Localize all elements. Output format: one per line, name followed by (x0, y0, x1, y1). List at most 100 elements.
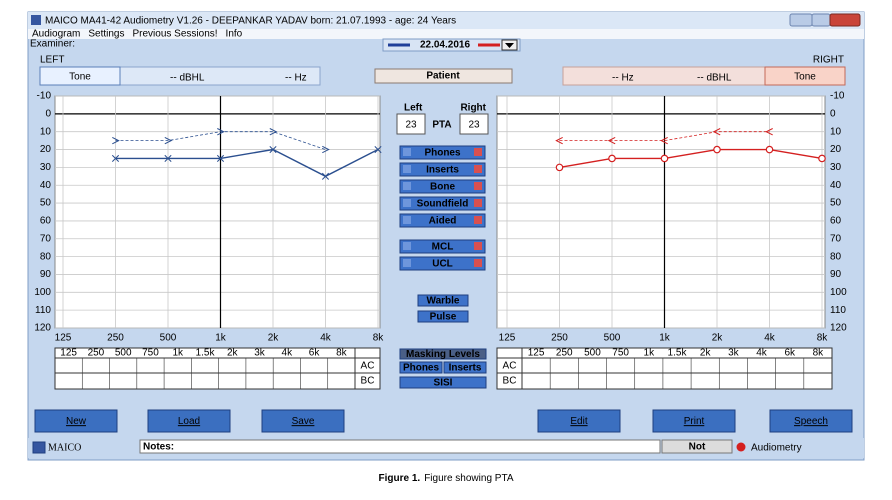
table-header: 3k (728, 348, 740, 359)
y-tick-label: 30 (40, 162, 52, 173)
table-header: 4k (282, 348, 294, 359)
threshold-line (559, 131, 770, 142)
state-indicator (736, 442, 746, 452)
maximize-button[interactable] (811, 13, 831, 27)
comfort-button[interactable] (399, 239, 486, 254)
patient-label: Patient (426, 71, 460, 82)
plot-area (54, 95, 381, 329)
threshold-marker (217, 128, 225, 136)
x-tick-label: 250 (107, 333, 124, 344)
table-row-label: AC (503, 361, 517, 372)
action-button[interactable] (652, 409, 736, 433)
table-row-label: AC (361, 361, 375, 372)
menu-item: Audiogram (32, 29, 80, 40)
table-header: 125 (60, 348, 77, 359)
right-tone: Tone (794, 72, 816, 83)
threshold-marker (765, 145, 774, 154)
masking-button[interactable] (399, 361, 443, 374)
pta-left-box (396, 113, 426, 135)
action-button[interactable] (261, 409, 345, 433)
action-button[interactable] (537, 409, 621, 433)
threshold-marker (607, 136, 616, 145)
left-freq: -- Hz (285, 73, 307, 84)
table-header: 500 (584, 348, 601, 359)
transducer-button-label: Inserts (426, 165, 459, 176)
sisi-button[interactable] (399, 376, 487, 389)
x-tick-label: 250 (551, 333, 568, 344)
table-header: 1.5k (196, 348, 216, 359)
stimulus-button-label: Warble (427, 296, 460, 307)
y-tick-label: 80 (40, 251, 52, 262)
left-icon (403, 148, 411, 156)
y-tick-label: 50 (40, 198, 52, 209)
left-level: -- dBHL (170, 73, 205, 84)
menu-item: Previous Sessions! (133, 29, 218, 40)
table-header: 250 (88, 348, 105, 359)
action-button[interactable] (34, 409, 118, 433)
action-button[interactable] (147, 409, 231, 433)
threshold-marker (164, 136, 173, 145)
table-header: 250 (556, 348, 573, 359)
x-tick-label: 125 (55, 333, 72, 344)
table-row-label: BC (361, 376, 375, 387)
y-tick-label: 120 (34, 323, 51, 334)
y-tick-label: 0 (45, 108, 51, 119)
comfort-button[interactable] (399, 256, 486, 271)
plot-area (496, 95, 826, 329)
action-button[interactable] (769, 409, 853, 433)
right-icon (474, 182, 482, 190)
transducer-button[interactable] (399, 196, 486, 211)
threshold-marker (555, 136, 563, 145)
window-title: MAICO MA41-42 Audiometry V1.26 - DEEPANK… (45, 16, 456, 27)
masking-button[interactable] (443, 361, 487, 374)
left-icon (403, 182, 411, 190)
minimize-button[interactable] (789, 13, 813, 27)
close-button[interactable] (829, 13, 861, 27)
x-tick-label: 1k (215, 333, 227, 344)
y-tick-label: 10 (830, 126, 842, 137)
table-header: 3k (254, 348, 266, 359)
masking-levels-label: Masking Levels (406, 349, 480, 360)
transducer-button-label: Soundfield (417, 199, 469, 210)
pta-left-label: Left (404, 103, 423, 114)
threshold-marker (216, 154, 225, 163)
table-header: 2k (227, 348, 239, 359)
x-tick-label: 1k (659, 333, 671, 344)
table-header: 750 (612, 348, 629, 359)
threshold-marker (555, 163, 564, 172)
transducer-button[interactable] (399, 145, 486, 160)
y-tick-label: 100 (830, 287, 847, 298)
stimulus-button-label: Pulse (430, 312, 457, 323)
threshold-marker (818, 154, 826, 163)
left-icon (403, 165, 411, 173)
masking-button-label: Inserts (449, 363, 482, 374)
table-header: 8k (336, 348, 348, 359)
transducer-button-label: Aided (429, 216, 457, 227)
notes-label: Notes: (143, 442, 174, 453)
y-tick-label: 40 (830, 180, 842, 191)
transducer-button[interactable] (399, 179, 486, 194)
threshold-marker (112, 136, 120, 145)
brand-logo: MAICO (48, 442, 81, 453)
right-tone-box[interactable] (764, 66, 846, 86)
stimulus-button[interactable] (417, 294, 469, 307)
y-tick-label: 110 (35, 305, 51, 316)
pta-left-value: 23 (405, 120, 417, 131)
patient-box (374, 68, 513, 84)
y-tick-label: 0 (830, 108, 836, 119)
action-button-label: Save (292, 416, 315, 427)
date-selector[interactable] (382, 38, 521, 52)
left-icon (403, 242, 411, 250)
figure-caption: Figure 1. Figure showing PTA (379, 473, 514, 484)
transducer-button[interactable] (399, 162, 486, 177)
pta-right-box (459, 113, 489, 135)
action-button-label: Speech (794, 416, 828, 427)
transducer-button[interactable] (399, 213, 486, 228)
stimulus-button[interactable] (417, 310, 469, 323)
table-header: 6k (309, 348, 321, 359)
left-tone-box[interactable] (39, 66, 121, 86)
y-tick-label: 90 (40, 269, 52, 280)
table-header: 8k (813, 348, 825, 359)
masking-levels[interactable] (399, 348, 487, 360)
threshold-marker (321, 172, 330, 180)
